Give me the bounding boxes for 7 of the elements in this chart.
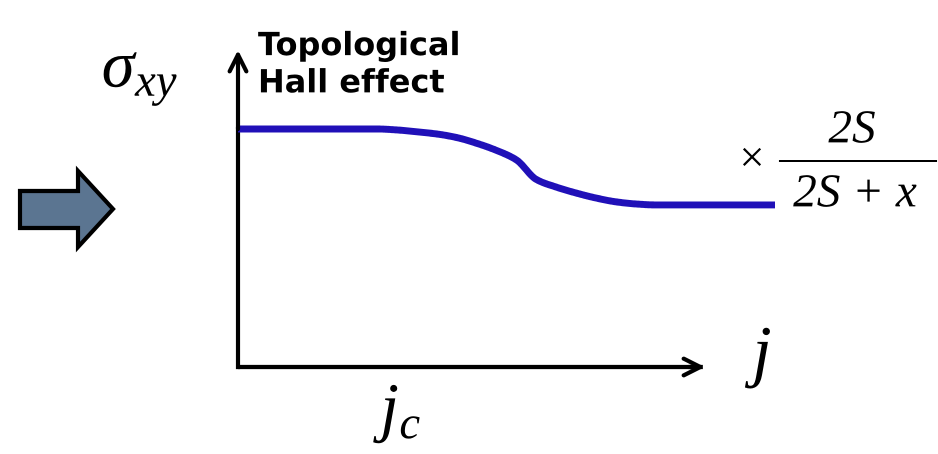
- chart-title: Topological Hall effect: [258, 30, 458, 93]
- text: 2S: [828, 111, 875, 143]
- text: 2S + x: [793, 175, 916, 207]
- y-axis-title: σ$_{xy}$: [104, 52, 177, 106]
- x-axis-title: j: [744, 328, 770, 388]
- text: j$_{c}$: [373, 384, 420, 444]
- annotation: ×: [742, 148, 762, 166]
